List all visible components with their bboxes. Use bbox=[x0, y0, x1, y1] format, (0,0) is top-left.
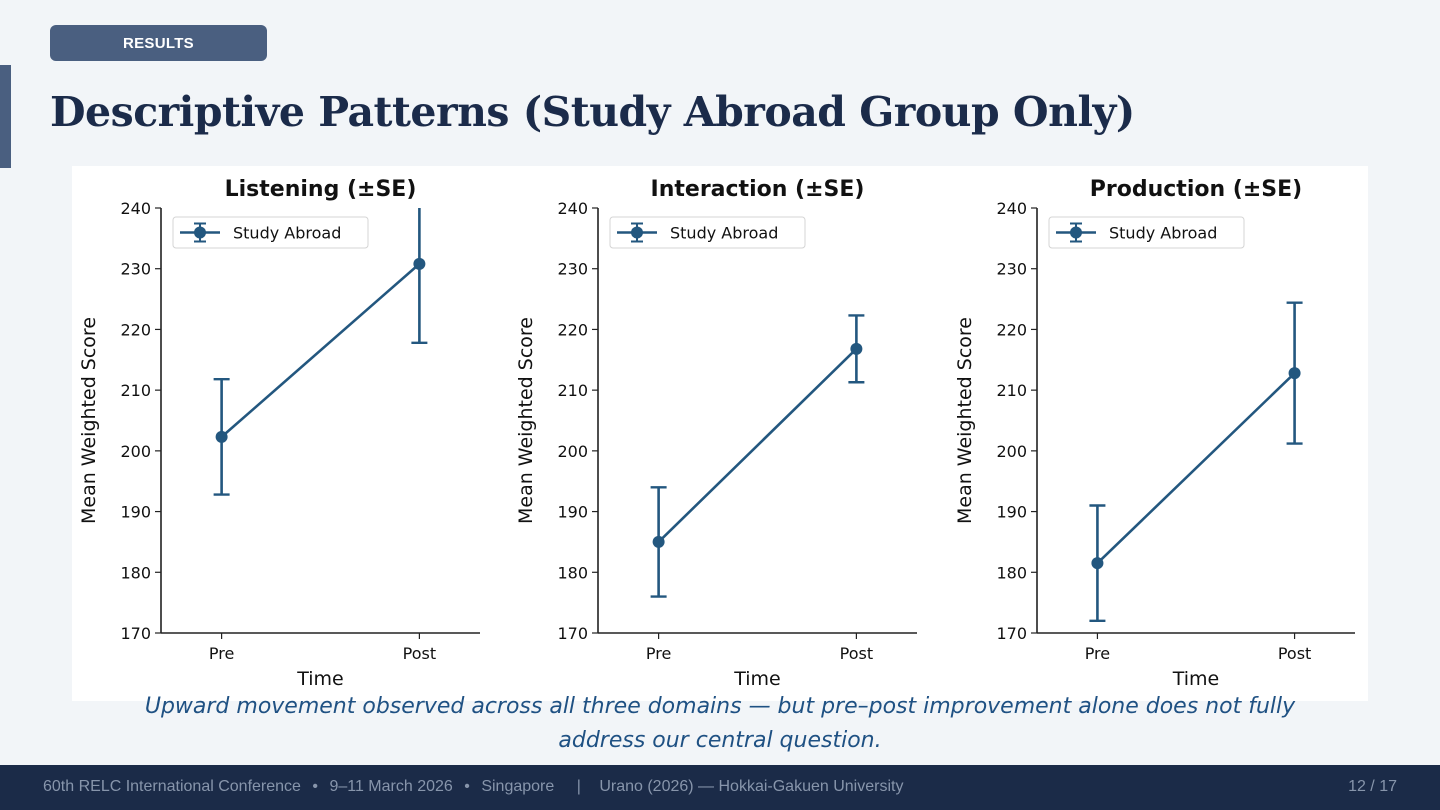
data-point bbox=[1091, 557, 1104, 570]
x-tick-label: Pre bbox=[1085, 644, 1110, 663]
charts-svg: Listening (±SE)170180190200210220230240P… bbox=[78, 177, 1355, 690]
y-tick-label: 240 bbox=[996, 199, 1027, 218]
x-tick-label: Post bbox=[840, 644, 873, 663]
footer-pipe: | bbox=[576, 778, 581, 795]
chart-panel: Listening (±SE) 170 180 190 200 210 220 230 240 P… bbox=[72, 166, 1368, 701]
y-axis-label: Mean Weighted Score bbox=[78, 317, 100, 524]
y-tick-label: 220 bbox=[996, 320, 1027, 339]
y-tick-label: 200 bbox=[120, 442, 151, 461]
y-tick-label: 210 bbox=[120, 381, 151, 400]
chart-title: Production (±SE) bbox=[1090, 177, 1302, 202]
chart-title: Interaction (±SE) bbox=[651, 177, 865, 202]
y-tick-label: 230 bbox=[557, 260, 588, 279]
footer-conference: 60th RELC International Conference bbox=[43, 778, 301, 795]
y-axis-label: Mean Weighted Score bbox=[954, 317, 976, 524]
x-tick-label: Pre bbox=[646, 644, 671, 663]
y-tick-label: 180 bbox=[557, 563, 588, 582]
chart-title: Listening (±SE) bbox=[225, 177, 417, 202]
x-tick-label: Post bbox=[403, 644, 436, 663]
footer-author: Urano (2026) — Hokkai-Gakuen University bbox=[599, 778, 904, 795]
y-tick-label: 170 bbox=[120, 624, 151, 643]
subplot-2: Production (±SE) 170 180 190 200 210 220 230 240… bbox=[954, 177, 1355, 690]
data-point bbox=[1288, 367, 1301, 380]
x-axis-label: Time bbox=[733, 668, 781, 690]
legend-box bbox=[609, 216, 806, 249]
y-tick-label: 210 bbox=[557, 381, 588, 400]
data-point bbox=[215, 430, 228, 443]
series-0 bbox=[650, 314, 865, 598]
page-number: 12 / 17 bbox=[1348, 778, 1397, 795]
y-tick-label: 230 bbox=[996, 260, 1027, 279]
series-line bbox=[657, 347, 858, 543]
y-tick-label: 230 bbox=[120, 260, 151, 279]
y-tick-label: 190 bbox=[996, 503, 1027, 522]
section-badge: RESULTS bbox=[50, 25, 267, 61]
footer-dates: 9–11 March 2026 bbox=[329, 778, 453, 795]
footer-bullet: • bbox=[312, 778, 318, 795]
legend-box bbox=[172, 216, 369, 249]
subplot-0: Listening (±SE) 170 180 190 200 210 220 230 240 P… bbox=[78, 177, 480, 690]
caption-line-2: address our central question. bbox=[558, 728, 882, 753]
y-tick-label: 240 bbox=[120, 199, 151, 218]
legend: Study Abroad bbox=[609, 216, 806, 249]
y-tick-label: 180 bbox=[120, 563, 151, 582]
data-point bbox=[850, 342, 863, 355]
legend-label: Study Abroad bbox=[233, 224, 341, 243]
footer-info: 60th RELC International Conference • 9–1… bbox=[43, 778, 903, 796]
x-tick-label: Post bbox=[1278, 644, 1311, 663]
data-point bbox=[652, 535, 665, 548]
legend-box bbox=[1048, 216, 1245, 249]
legend-marker bbox=[631, 226, 643, 239]
x-tick-label: Pre bbox=[209, 644, 234, 663]
y-tick-label: 200 bbox=[996, 442, 1027, 461]
legend-marker bbox=[1070, 226, 1082, 239]
y-tick-label: 220 bbox=[120, 320, 151, 339]
legend-label: Study Abroad bbox=[670, 224, 778, 243]
series-0 bbox=[213, 208, 428, 496]
y-tick-label: 210 bbox=[996, 381, 1027, 400]
caption-line-1: Upward movement observed across all thre… bbox=[144, 694, 1296, 719]
legend: Study Abroad bbox=[172, 216, 369, 249]
legend-label: Study Abroad bbox=[1109, 224, 1217, 243]
y-axis-label: Mean Weighted Score bbox=[515, 317, 537, 524]
page-title: Descriptive Patterns (Study Abroad Group… bbox=[50, 88, 1135, 136]
data-point bbox=[413, 257, 426, 270]
x-axis-label: Time bbox=[296, 668, 344, 690]
y-tick-label: 240 bbox=[557, 199, 588, 218]
caption: Upward movement observed across all thre… bbox=[0, 690, 1440, 758]
y-tick-label: 170 bbox=[557, 624, 588, 643]
x-axis-label: Time bbox=[1172, 668, 1220, 690]
series-line bbox=[220, 262, 421, 438]
y-tick-label: 200 bbox=[557, 442, 588, 461]
series-0 bbox=[1089, 301, 1303, 623]
accent-bar bbox=[0, 65, 11, 168]
subplot-1: Interaction (±SE) 170 180 190 200 210 220 230 24… bbox=[515, 177, 917, 690]
y-tick-label: 220 bbox=[557, 320, 588, 339]
y-tick-label: 170 bbox=[996, 624, 1027, 643]
legend-marker bbox=[194, 226, 206, 239]
footer: 60th RELC International Conference • 9–1… bbox=[0, 765, 1440, 810]
y-tick-label: 190 bbox=[557, 503, 588, 522]
footer-bullet: • bbox=[464, 778, 470, 795]
footer-location: Singapore bbox=[481, 778, 555, 795]
y-tick-label: 190 bbox=[120, 503, 151, 522]
y-tick-label: 180 bbox=[996, 563, 1027, 582]
series-line bbox=[1096, 372, 1296, 565]
legend: Study Abroad bbox=[1048, 216, 1245, 249]
